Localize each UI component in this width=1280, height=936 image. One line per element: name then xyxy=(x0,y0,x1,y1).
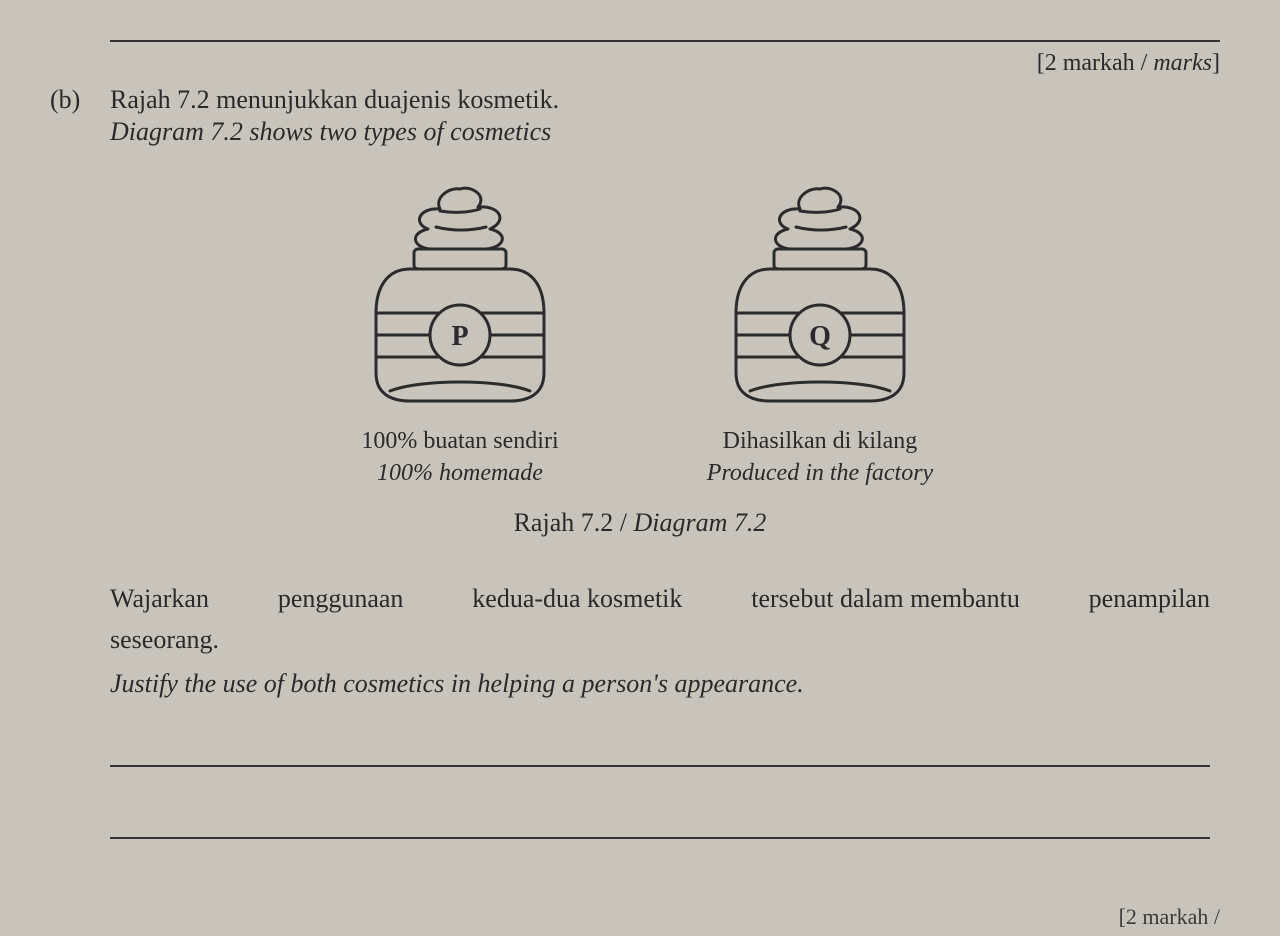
marks-en: marks xyxy=(1153,50,1212,76)
jar-q-caption: Dihasilkan di kilang Produced in the fac… xyxy=(707,425,933,490)
prompt-ms-w3: kedua-dua kosmetik xyxy=(472,578,682,620)
question-header: (b) Rajah 7.2 menunjukkan duajenis kosme… xyxy=(50,85,1230,147)
bracket-close: ] xyxy=(1212,50,1220,76)
prompt-ms-line2: seseorang. xyxy=(110,619,1210,661)
prompt-ms-w1: Wajarkan xyxy=(110,578,209,620)
jar-q-icon: Q xyxy=(700,177,940,417)
figure-caption-ms: Rajah 7.2 xyxy=(514,508,614,537)
prompt-en: Justify the use of both cosmetics in hel… xyxy=(110,663,1210,705)
footer-marks-partial: [2 markah / xyxy=(1119,904,1220,930)
answer-line-2 xyxy=(110,837,1210,839)
prompt-text: Wajarkan penggunaan kedua-dua kosmetik t… xyxy=(110,578,1210,705)
figure-caption-sep: / xyxy=(613,508,633,537)
figure-caption-en: Diagram 7.2 xyxy=(633,508,766,537)
jar-q-caption-en: Produced in the factory xyxy=(707,457,933,489)
jar-q-letter: Q xyxy=(809,321,831,352)
question-ms: Rajah 7.2 menunjukkan duajenis kosmetik. xyxy=(110,85,559,115)
prompt-ms: Wajarkan penggunaan kedua-dua kosmetik t… xyxy=(110,578,1210,620)
prompt-ms-w2: penggunaan xyxy=(278,578,404,620)
jar-p-letter: P xyxy=(451,321,468,352)
prompt-ms-w4: tersebut dalam membantu xyxy=(751,578,1020,620)
answer-line-1 xyxy=(110,765,1210,767)
jar-q-caption-ms: Dihasilkan di kilang xyxy=(707,425,933,457)
top-rule xyxy=(110,40,1220,42)
question-label: (b) xyxy=(50,85,110,115)
question-en: Diagram 7.2 shows two types of cosmetics xyxy=(110,117,559,147)
jar-p-block: P 100% buatan sendiri 100% homemade xyxy=(340,177,580,490)
marks-ms: markah / xyxy=(1063,50,1154,76)
diagram-row: P 100% buatan sendiri 100% homemade Q xyxy=(50,177,1230,490)
jar-p-icon: P xyxy=(340,177,580,417)
jar-p-caption-ms: 100% buatan sendiri xyxy=(361,425,558,457)
jar-q-block: Q Dihasilkan di kilang Produced in the f… xyxy=(700,177,940,490)
bracket-open: [ xyxy=(1037,50,1045,76)
figure-caption: Rajah 7.2 / Diagram 7.2 xyxy=(50,508,1230,538)
previous-marks: [2 markah / marks] xyxy=(50,50,1220,77)
question-text: Rajah 7.2 menunjukkan duajenis kosmetik.… xyxy=(110,85,559,147)
marks-number: 2 xyxy=(1045,50,1057,76)
jar-p-caption: 100% buatan sendiri 100% homemade xyxy=(361,425,558,490)
jar-p-caption-en: 100% homemade xyxy=(361,457,558,489)
prompt-ms-w5: penampilan xyxy=(1089,578,1210,620)
